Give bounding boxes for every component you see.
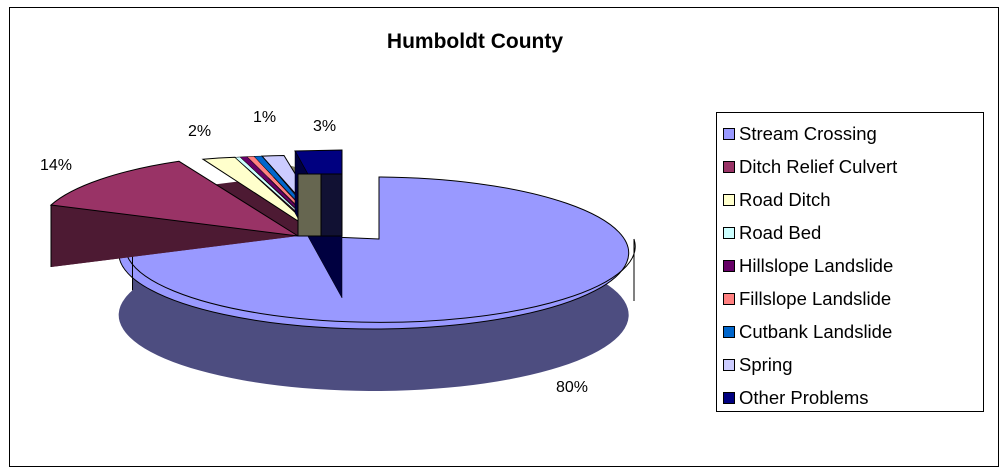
legend-label: Fillslope Landslide [739,288,892,309]
slice-wall-center [320,173,343,237]
legend-item-fillslope-landslide: Fillslope Landslide [723,285,891,313]
legend-swatch [723,161,735,173]
legend-item-hillslope-landslide: Hillslope Landslide [723,252,893,280]
legend-swatch [723,128,735,140]
chart-legend: Stream Crossing Ditch Relief Culvert Roa… [716,112,984,412]
label-ditch-relief-culvert: 14% [40,157,72,174]
label-road-ditch: 2% [188,123,211,140]
label-stream-crossing: 80% [556,379,588,396]
legend-label: Spring [739,354,793,375]
legend-label: Cutbank Landslide [739,321,893,342]
legend-swatch [723,359,735,371]
legend-label: Stream Crossing [739,123,877,144]
legend-label: Other Problems [739,387,869,408]
legend-item-road-bed: Road Bed [723,219,821,247]
slice-ditch-relief-culvert[interactable] [49,160,299,267]
legend-swatch [723,227,735,239]
legend-label: Hillslope Landslide [739,255,894,276]
legend-swatch [723,293,735,305]
legend-item-spring: Spring [723,351,792,379]
chart-title: Humboldt County [386,30,564,53]
legend-swatch [723,326,735,338]
legend-item-other-problems: Other Problems [723,384,869,412]
legend-swatch [723,260,735,272]
legend-swatch [723,194,735,206]
legend-swatch [723,392,735,404]
slice-stream-crossing[interactable] [118,176,636,391]
slice-wall-road-ditch [297,173,322,237]
legend-item-cutbank-landslide: Cutbank Landslide [723,318,892,346]
legend-item-road-ditch: Road Ditch [723,186,831,214]
legend-item-ditch-relief-culvert: Ditch Relief Culvert [723,153,897,181]
legend-item-stream-crossing: Stream Crossing [723,120,877,148]
legend-label: Road Bed [739,222,822,243]
legend-label: Road Ditch [739,189,831,210]
label-other-problems: 3% [313,118,336,135]
legend-label: Ditch Relief Culvert [739,156,898,177]
pie-chart: 80% 14% 2% 1% 3% [40,109,636,396]
label-spring: 1% [253,109,276,126]
